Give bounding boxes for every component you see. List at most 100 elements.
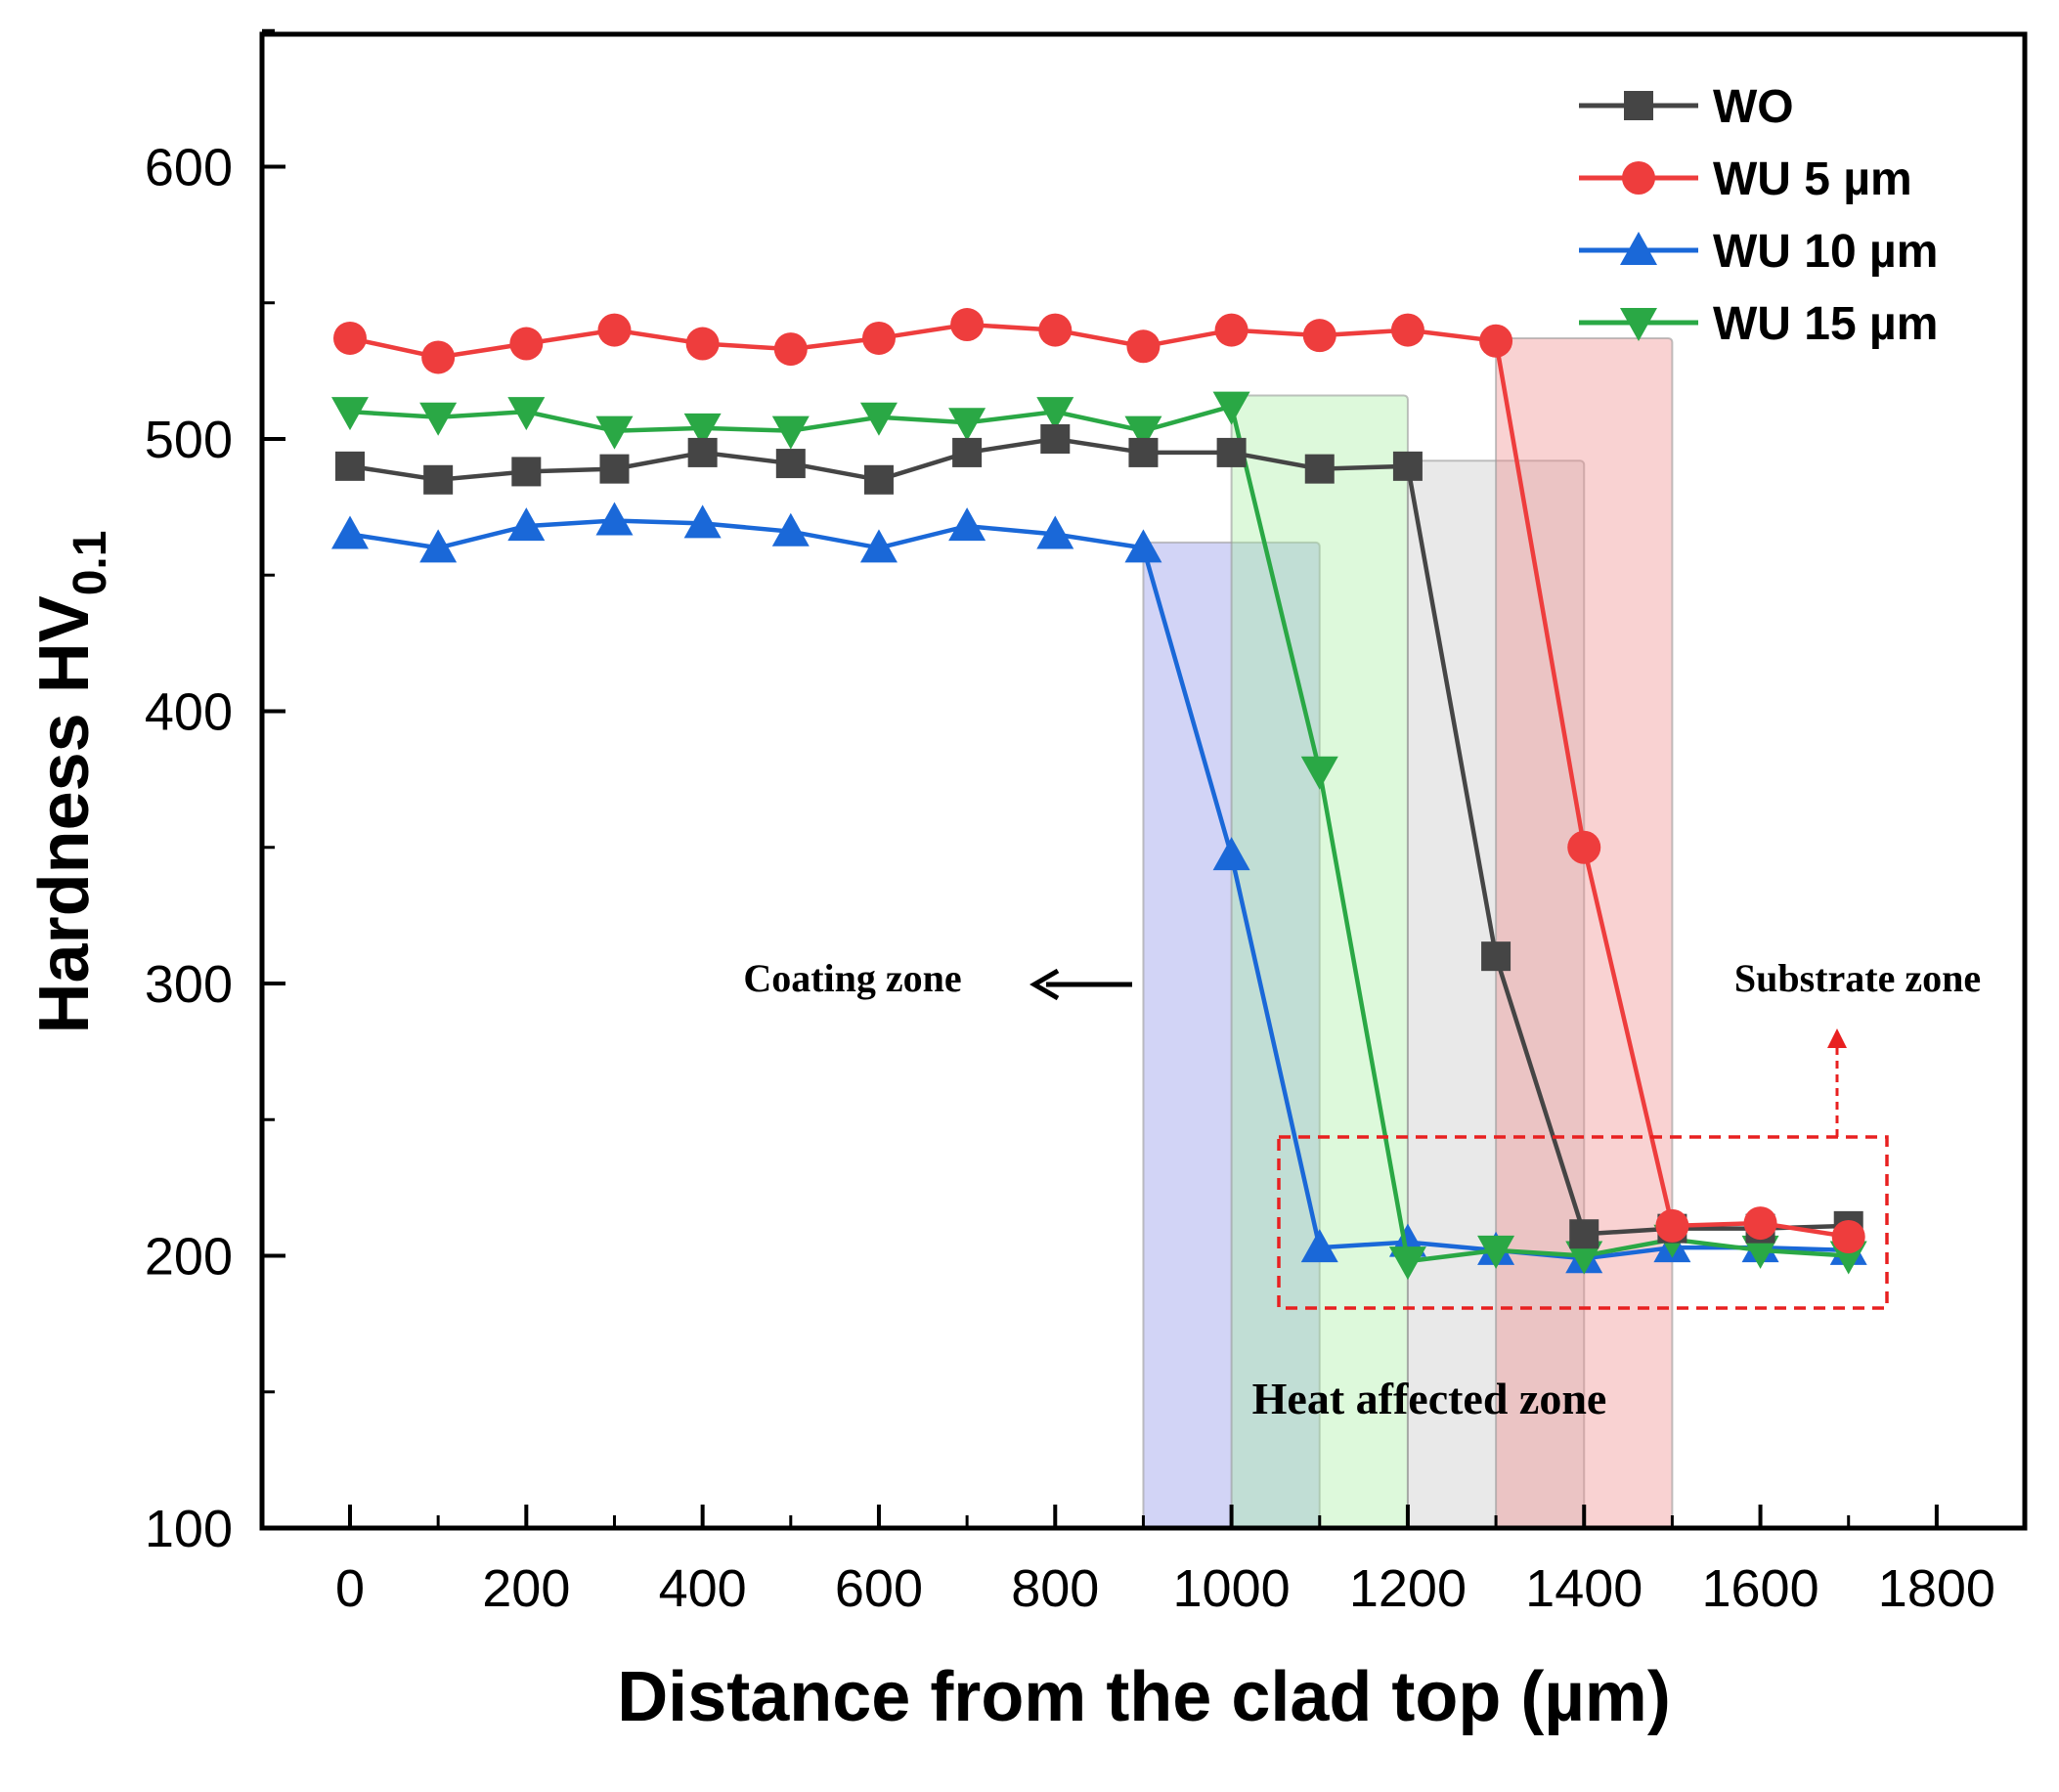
- data-point: [423, 464, 454, 495]
- legend-marker: [1620, 308, 1657, 341]
- data-point: [863, 464, 894, 495]
- data-point: [421, 340, 456, 374]
- data-point: [333, 321, 367, 355]
- data-point: [597, 313, 632, 347]
- data-point: [331, 397, 369, 431]
- series-wu-15-µm: [331, 391, 1867, 1281]
- series-line: [349, 518, 1849, 1261]
- data-point: [1212, 837, 1250, 871]
- data-point: [687, 437, 718, 467]
- data-point: [775, 449, 806, 479]
- data-point: [595, 415, 634, 450]
- data-point: [1036, 397, 1074, 431]
- y-tick-label: 600: [145, 139, 233, 197]
- x-tick-label: 400: [659, 1559, 747, 1618]
- legend-label: WO: [1713, 81, 1794, 133]
- data-point: [1126, 329, 1161, 364]
- y-axis-title-main: Hardness HV: [25, 595, 104, 1033]
- data-point: [1390, 313, 1424, 347]
- data-point: [861, 321, 896, 355]
- x-tick-label: 1000: [1173, 1559, 1291, 1618]
- data-point: [1036, 515, 1074, 549]
- y-tick-label: 400: [145, 683, 233, 742]
- x-axis-title: Distance from the clad top (µm): [617, 1658, 1671, 1736]
- x-tick-label: 1400: [1525, 1559, 1643, 1618]
- data-point: [419, 529, 458, 563]
- series-wu-5-µm: [333, 308, 1865, 1254]
- series-line: [349, 403, 1849, 1264]
- legend-marker: [1622, 161, 1655, 195]
- data-point: [1565, 1241, 1603, 1275]
- data-point: [509, 327, 544, 361]
- data-point: [419, 402, 458, 436]
- data-point: [511, 457, 542, 487]
- legend-marker: [1620, 232, 1657, 265]
- data-point: [1216, 437, 1247, 467]
- data-point: [507, 397, 546, 431]
- data-point: [1302, 319, 1336, 353]
- data-series: [331, 308, 1867, 1281]
- data-point: [1569, 1219, 1599, 1249]
- data-point: [1300, 1229, 1338, 1263]
- data-point: [683, 504, 722, 539]
- data-point: [948, 507, 986, 542]
- data-point: [1477, 1235, 1515, 1269]
- y-tick-label: 500: [145, 411, 233, 469]
- data-point: [1040, 424, 1071, 454]
- data-point: [507, 507, 546, 542]
- data-point: [1479, 324, 1513, 358]
- data-point: [1038, 313, 1073, 347]
- heat-affected-zone-label: Heat affected zone: [1252, 1374, 1607, 1423]
- substrate-zone-arrowhead: [1827, 1028, 1847, 1048]
- data-point: [771, 512, 810, 546]
- data-point: [1128, 437, 1159, 467]
- x-tick-label: 1600: [1701, 1559, 1818, 1618]
- data-point: [1124, 529, 1162, 563]
- data-point: [595, 502, 634, 536]
- y-tick-label: 100: [145, 1500, 233, 1558]
- data-point: [331, 515, 369, 549]
- y-axis-title: Hardness HV0.1: [25, 531, 116, 1034]
- data-point: [1831, 1220, 1865, 1254]
- x-tick-label: 1200: [1349, 1559, 1467, 1618]
- data-point: [948, 408, 986, 442]
- substrate-zone-label: Substrate zone: [1734, 956, 1981, 1000]
- zone-bands: [1142, 336, 1674, 1530]
- substrate-zone-box: [1277, 1135, 1889, 1310]
- legend: WO WU 5 µm WU 10 µm WU 15 µm: [1579, 81, 1938, 350]
- data-point: [1214, 313, 1249, 347]
- x-tick-label: 200: [482, 1559, 570, 1618]
- data-point: [773, 332, 808, 367]
- y-axis-title-subscript: 0.1: [65, 531, 116, 596]
- data-point: [1388, 1246, 1426, 1281]
- data-point: [1212, 391, 1250, 425]
- coating-zone-arrowhead: [1030, 968, 1060, 1001]
- data-point: [771, 415, 810, 450]
- data-point: [859, 402, 898, 436]
- x-tick-label: 800: [1011, 1559, 1099, 1618]
- data-point: [685, 327, 720, 361]
- legend-marker: [1624, 91, 1653, 120]
- data-point: [1743, 1206, 1777, 1241]
- data-point: [1304, 454, 1335, 484]
- series-line: [349, 436, 1849, 1237]
- data-point: [1741, 1235, 1779, 1269]
- data-point: [1655, 1208, 1689, 1243]
- data-point: [1481, 941, 1511, 972]
- y-tick-label: 200: [145, 1228, 233, 1287]
- zone-band-3: [1495, 336, 1674, 1530]
- data-point: [859, 529, 898, 563]
- data-point: [950, 308, 985, 342]
- zone-band-1: [1230, 394, 1409, 1530]
- data-point: [1392, 451, 1423, 481]
- data-point: [335, 451, 365, 481]
- x-tick-label: 600: [835, 1559, 923, 1618]
- data-point: [599, 454, 630, 484]
- x-tick-label: 0: [335, 1559, 365, 1618]
- coating-zone-label: Coating zone: [743, 956, 961, 1000]
- data-point: [952, 437, 983, 467]
- data-point: [1567, 830, 1601, 864]
- data-point: [1300, 756, 1338, 790]
